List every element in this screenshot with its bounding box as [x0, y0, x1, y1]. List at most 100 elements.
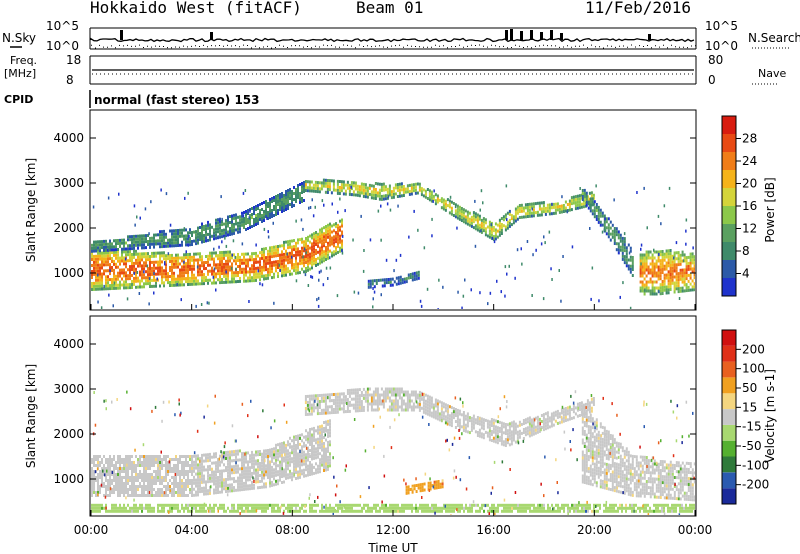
heatmap-cell: [279, 208, 281, 211]
heatmap-cell: [197, 466, 199, 470]
heatmap-cell: [613, 230, 616, 233]
heatmap-cell: [687, 273, 690, 277]
heatmap-cell: [399, 275, 402, 279]
heatmap-cell: [681, 253, 684, 257]
heatmap-cell: [303, 184, 305, 187]
cpid-label: CPID: [4, 93, 33, 106]
heatmap-cell: [440, 413, 443, 417]
heatmap-cell: [123, 458, 125, 461]
heatmap-cell: [217, 467, 219, 470]
heatmap-cell: [532, 214, 535, 218]
heatmap-cell: [362, 396, 365, 400]
heatmap-cell: [552, 202, 555, 206]
heatmap-cell: [195, 472, 197, 476]
heatmap-cell: [643, 283, 646, 287]
heatmap-cell: [239, 276, 241, 280]
heatmap-cell: [173, 259, 175, 263]
heatmap-cell: [661, 256, 664, 259]
heatmap-cell: [167, 254, 169, 258]
heatmap-cell: [293, 462, 295, 466]
heatmap-cell: [231, 459, 233, 463]
heatmap-cell: [307, 470, 309, 474]
heatmap-cell: [179, 277, 181, 281]
heatmap-cell: [516, 217, 519, 221]
heatmap-cell: [243, 466, 245, 470]
heatmap-cell: [225, 457, 227, 460]
heatmap-cell: [251, 270, 253, 274]
heatmap-cell: [235, 271, 237, 275]
heatmap-noise-cell: [520, 247, 522, 251]
heatmap-cell: [285, 470, 287, 474]
heatmap-cell: [237, 271, 239, 274]
heatmap-cell: [374, 197, 377, 200]
heatmap-cell: [255, 217, 257, 220]
heatmap-cell: [370, 402, 373, 406]
heatmap-cell: [187, 461, 189, 464]
heatmap-cell: [259, 474, 261, 477]
heatmap-cell: [432, 197, 435, 201]
heatmap-cell: [137, 479, 139, 482]
heatmap-cell: [129, 277, 131, 281]
heatmap-cell: [595, 215, 598, 218]
heatmap-cell: [197, 484, 199, 488]
heatmap-cell: [239, 261, 241, 265]
heatmap-cell: [215, 266, 217, 270]
heatmap-cell: [253, 459, 255, 463]
heatmap-cell: [107, 278, 109, 282]
heatmap-cell: [247, 221, 249, 224]
heatmap-cell: [327, 428, 329, 432]
heatmap-cell: [325, 465, 327, 469]
heatmap-cell: [97, 257, 99, 261]
heatmap-cell: [263, 485, 265, 489]
heatmap-cell: [693, 258, 695, 262]
heatmap-cell: [259, 218, 261, 221]
heatmap-cell: [679, 259, 682, 263]
heatmap-noise-cell: [249, 209, 251, 213]
heatmap-cell: [193, 463, 195, 467]
heatmap-cell: [647, 253, 650, 257]
heatmap-cell: [301, 185, 303, 188]
heatmap-cell: [651, 280, 654, 284]
heatmap-cell: [312, 409, 315, 413]
heatmap-cell: [631, 268, 634, 271]
heatmap-cell: [229, 250, 231, 254]
heatmap-cell: [115, 239, 117, 243]
heatmap-noise-cell: [372, 287, 374, 290]
heatmap-cell: [227, 468, 229, 472]
heatmap-cell: [159, 491, 161, 494]
heatmap-cell: [452, 416, 455, 420]
heatmap-cell: [241, 258, 243, 262]
heatmap-cell: [191, 467, 193, 470]
heatmap-cell: [607, 223, 610, 227]
heatmap-cell: [271, 252, 273, 256]
heatmap-noise-cell: [304, 273, 307, 277]
heatmap-cell: [161, 260, 163, 264]
heatmap-cell: [163, 284, 165, 288]
heatmap-cell: [334, 392, 337, 396]
heatmap-cell: [482, 424, 485, 428]
heatmap-cell: [327, 256, 329, 260]
heatmap-cell: [265, 209, 267, 212]
heatmap-cell: [295, 256, 297, 260]
heatmap-cell: [500, 439, 503, 443]
heatmap-cell: [667, 249, 670, 253]
heatmap-cell: [221, 451, 223, 455]
heatmap-cell: [352, 184, 355, 188]
heatmap-cell: [390, 405, 393, 409]
heatmap-cell: [249, 255, 251, 259]
heatmap-cell: [197, 273, 199, 277]
heatmap-cell: [243, 451, 245, 455]
heatmap-cell: [661, 250, 664, 253]
heatmap-cell: [378, 399, 381, 403]
heatmap-cell: [520, 209, 523, 213]
heatmap-cell: [342, 401, 345, 405]
heatmap-cell: [360, 406, 363, 409]
heatmap-cell: [133, 485, 135, 488]
heatmap-cell: [464, 429, 467, 433]
heatmap-cell: [123, 250, 125, 254]
heatmap-cell: [671, 260, 674, 264]
heatmap-cell: [129, 244, 131, 248]
heatmap-cell: [470, 416, 473, 420]
heatmap-cell: [317, 428, 319, 432]
heatmap-cell: [145, 455, 147, 458]
